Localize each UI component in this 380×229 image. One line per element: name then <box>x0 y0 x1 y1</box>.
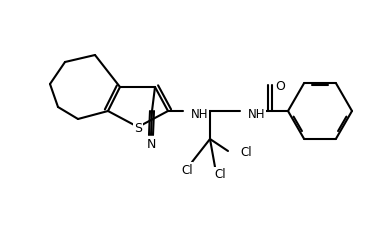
Text: Cl: Cl <box>240 145 252 158</box>
Text: Cl: Cl <box>214 168 226 181</box>
Text: NH: NH <box>191 107 209 120</box>
Text: S: S <box>134 121 142 134</box>
Text: N: N <box>146 138 156 151</box>
Text: O: O <box>275 79 285 92</box>
Text: Cl: Cl <box>181 163 193 176</box>
Text: NH: NH <box>248 107 266 120</box>
